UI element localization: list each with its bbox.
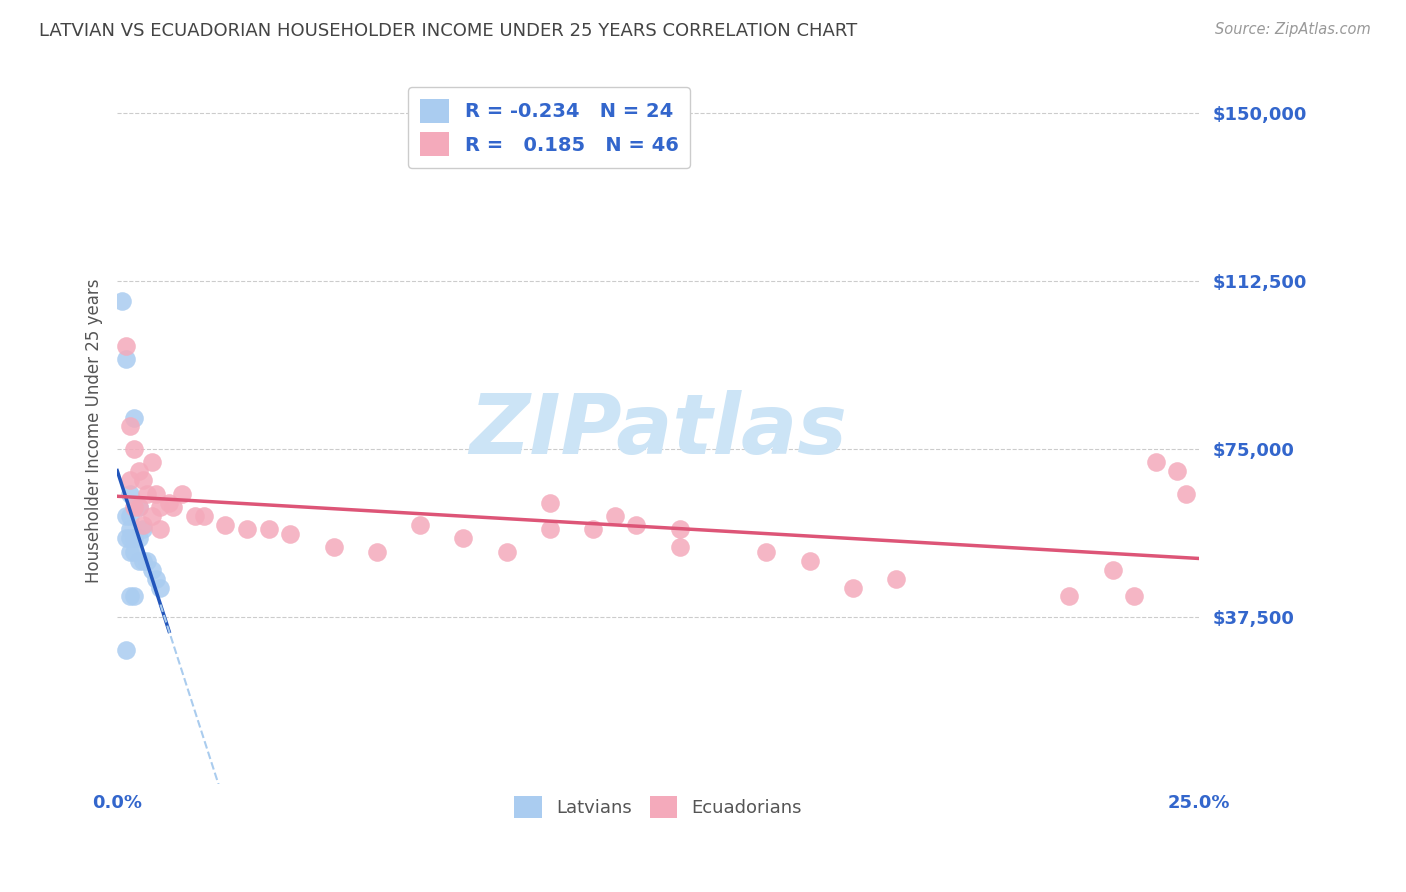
Point xyxy=(136,554,159,568)
Point xyxy=(115,508,138,523)
Point xyxy=(124,590,146,604)
Point xyxy=(162,500,184,514)
Point xyxy=(453,532,475,546)
Point xyxy=(120,473,142,487)
Point xyxy=(278,526,301,541)
Point xyxy=(120,590,142,604)
Point xyxy=(120,486,142,500)
Point xyxy=(120,522,142,536)
Point xyxy=(124,442,146,456)
Point xyxy=(157,495,180,509)
Point xyxy=(132,473,155,487)
Point xyxy=(322,541,344,555)
Point xyxy=(582,522,605,536)
Point xyxy=(149,500,172,514)
Legend: Latvians, Ecuadorians: Latvians, Ecuadorians xyxy=(508,789,808,825)
Point xyxy=(115,643,138,657)
Point xyxy=(184,508,207,523)
Text: LATVIAN VS ECUADORIAN HOUSEHOLDER INCOME UNDER 25 YEARS CORRELATION CHART: LATVIAN VS ECUADORIAN HOUSEHOLDER INCOME… xyxy=(39,22,858,40)
Point xyxy=(132,554,155,568)
Point xyxy=(842,581,865,595)
Point xyxy=(124,500,146,514)
Point xyxy=(128,532,150,546)
Point xyxy=(214,517,236,532)
Point xyxy=(115,532,138,546)
Point xyxy=(145,572,167,586)
Point xyxy=(366,545,388,559)
Point xyxy=(1123,590,1146,604)
Point xyxy=(124,545,146,559)
Point xyxy=(149,581,172,595)
Point xyxy=(145,486,167,500)
Point xyxy=(236,522,259,536)
Point xyxy=(124,532,146,546)
Point xyxy=(799,554,821,568)
Point xyxy=(1101,563,1123,577)
Point xyxy=(626,517,648,532)
Point xyxy=(120,532,142,546)
Point xyxy=(603,508,626,523)
Point xyxy=(1166,464,1188,478)
Point xyxy=(1057,590,1080,604)
Point xyxy=(884,572,907,586)
Point xyxy=(132,522,155,536)
Text: ZIPatlas: ZIPatlas xyxy=(470,391,846,472)
Point xyxy=(668,541,690,555)
Point xyxy=(149,522,172,536)
Point xyxy=(120,419,142,434)
Text: Source: ZipAtlas.com: Source: ZipAtlas.com xyxy=(1215,22,1371,37)
Point xyxy=(141,455,163,469)
Point xyxy=(128,500,150,514)
Point xyxy=(755,545,778,559)
Point xyxy=(409,517,432,532)
Point xyxy=(120,508,142,523)
Point xyxy=(668,522,690,536)
Point xyxy=(115,339,138,353)
Point xyxy=(128,464,150,478)
Point xyxy=(495,545,517,559)
Point xyxy=(132,517,155,532)
Y-axis label: Householder Income Under 25 years: Householder Income Under 25 years xyxy=(86,278,103,583)
Point xyxy=(538,522,561,536)
Point xyxy=(1175,486,1198,500)
Point xyxy=(110,294,132,309)
Point xyxy=(128,554,150,568)
Point xyxy=(1144,455,1167,469)
Point xyxy=(193,508,215,523)
Point xyxy=(115,352,138,367)
Point xyxy=(141,563,163,577)
Point xyxy=(538,495,561,509)
Point xyxy=(172,486,194,500)
Point xyxy=(124,410,146,425)
Point xyxy=(257,522,280,536)
Point xyxy=(128,500,150,514)
Point xyxy=(136,486,159,500)
Point xyxy=(120,545,142,559)
Point xyxy=(141,508,163,523)
